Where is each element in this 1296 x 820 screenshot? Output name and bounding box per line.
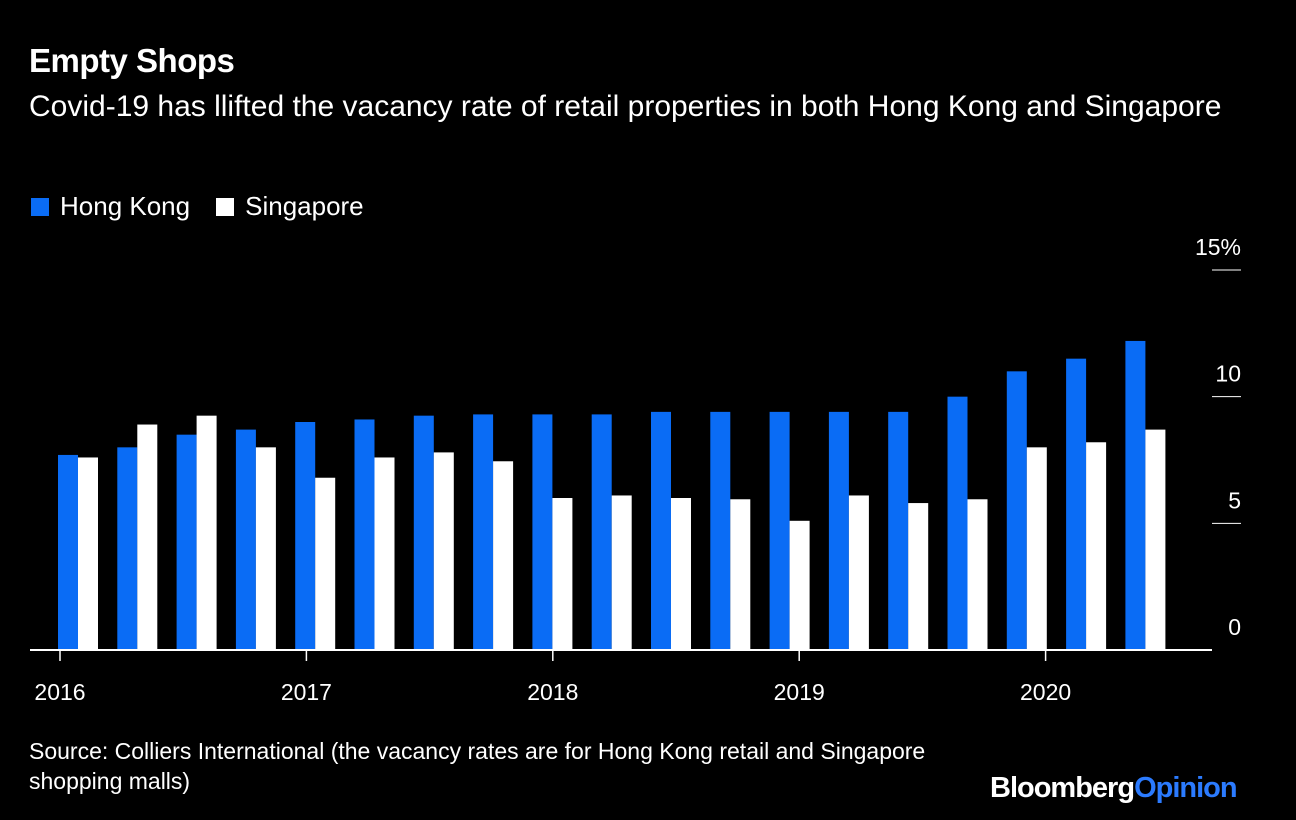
brand-logo: BloombergOpinion — [990, 772, 1238, 805]
bar-hong-kong — [532, 414, 553, 650]
bar-hong-kong — [58, 454, 78, 650]
legend-label-singapore: Singapore — [245, 191, 364, 221]
bar-hong-kong — [1125, 340, 1146, 650]
y-tick-label: 0 — [1228, 614, 1241, 640]
bar-singapore — [1145, 429, 1166, 650]
bar-singapore — [848, 495, 869, 650]
x-tick-label: 2016 — [34, 679, 85, 705]
bar-singapore — [1086, 442, 1107, 650]
brand-logo-opinion: Opinion — [1134, 772, 1238, 804]
bar-hong-kong — [295, 422, 316, 650]
bar-hong-kong — [591, 414, 612, 650]
legend-item-singapore: Singapore — [216, 191, 364, 222]
bar-singapore — [433, 452, 454, 650]
x-tick-label: 2017 — [281, 679, 332, 705]
bar-hong-kong — [354, 419, 375, 650]
bar-hong-kong — [1066, 358, 1087, 650]
source-note: Source: Colliers International (the vaca… — [29, 738, 926, 794]
bar-hong-kong — [473, 414, 494, 650]
bar-singapore — [967, 499, 988, 650]
bar-hong-kong — [651, 411, 671, 650]
bar-singapore — [196, 415, 217, 650]
legend-swatch-singapore — [216, 197, 235, 216]
bar-singapore — [374, 457, 395, 650]
chart-title: Empty Shops — [29, 42, 235, 79]
legend: Hong Kong Singapore — [31, 191, 390, 222]
legend-swatch-hong-kong — [31, 197, 49, 216]
bar-singapore — [908, 503, 929, 650]
x-tick-label: 2018 — [527, 679, 578, 705]
bar-hong-kong — [769, 411, 790, 650]
y-tick-label: 10 — [1215, 361, 1241, 387]
bar-hong-kong — [413, 415, 434, 650]
bar-singapore — [315, 477, 336, 650]
legend-item-hong-kong: Hong Kong — [31, 191, 190, 222]
bar-singapore — [552, 498, 573, 650]
bar-singapore — [255, 447, 276, 650]
bar-hong-kong — [1006, 371, 1027, 650]
chart-subtitle: Covid-19 has llifted the vacancy rate of… — [29, 90, 1222, 123]
bar-singapore — [730, 499, 751, 650]
bar-hong-kong — [235, 429, 256, 650]
bar-singapore — [137, 424, 158, 650]
x-tick-label: 2019 — [774, 679, 825, 705]
bar-singapore — [493, 461, 514, 650]
bar-singapore — [789, 520, 810, 650]
bar-singapore — [671, 498, 691, 650]
y-tick-label: 15% — [1195, 234, 1241, 260]
y-tick-label: 5 — [1228, 487, 1241, 513]
brand-logo-bloomberg: Bloomberg — [990, 772, 1135, 804]
bar-hong-kong — [176, 434, 197, 650]
bar-hong-kong — [947, 396, 968, 650]
bar-hong-kong — [117, 447, 138, 650]
bar-singapore — [1026, 447, 1047, 650]
bar-singapore — [611, 495, 632, 650]
bar-singapore — [78, 457, 98, 650]
bar-hong-kong — [710, 411, 731, 650]
bar-hong-kong — [828, 411, 849, 650]
x-tick-label: 2020 — [1020, 679, 1071, 705]
bar-hong-kong — [888, 411, 909, 650]
legend-label-hong-kong: Hong Kong — [60, 191, 191, 221]
